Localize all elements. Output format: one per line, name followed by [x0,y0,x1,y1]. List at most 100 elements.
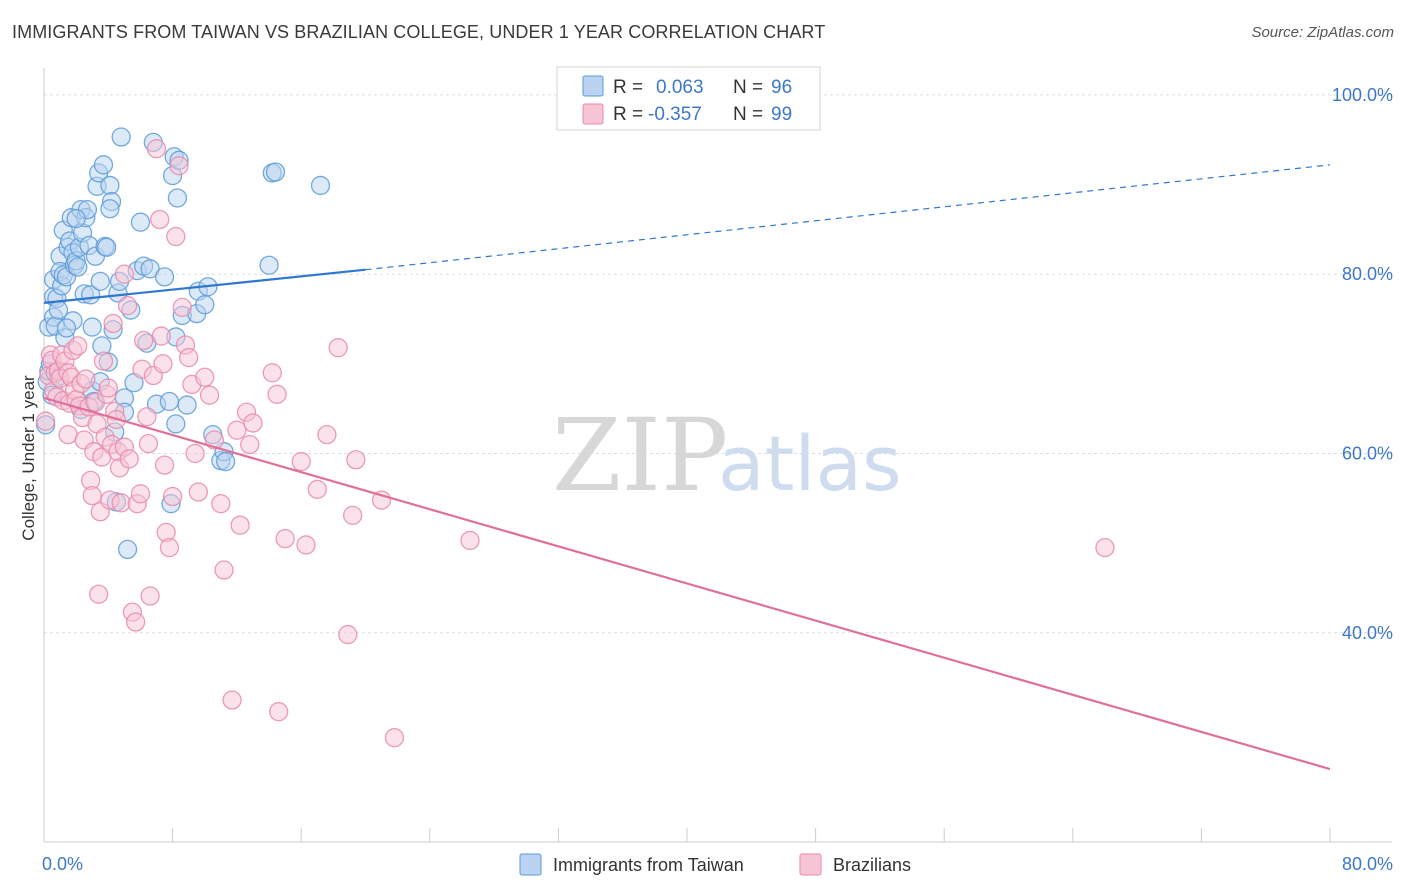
point-taiwan-85 [259,255,279,275]
point-taiwan-41 [90,271,110,292]
trend-lines [43,164,1331,771]
legend-r-label-2: R = [613,104,643,125]
point-taiwan-88 [310,175,331,196]
point-taiwan-47 [100,175,120,196]
point-taiwan-45 [97,237,117,257]
point-brazilians-80 [214,560,234,580]
y-tick-label-1: 80.0% [1342,264,1393,284]
point-brazilians-79 [211,494,231,514]
point-brazilians-67 [162,486,183,507]
trend-line-taiwan-extension [365,164,1331,271]
point-brazilians-72 [179,347,199,368]
point-brazilians-37 [98,378,118,398]
point-taiwan-66 [154,267,175,287]
point-brazilians-57 [138,433,159,454]
point-brazilians-83 [230,515,250,535]
legend-n-value-2: 99 [771,104,792,125]
point-brazilians-66 [159,537,180,558]
point-brazilians-93 [307,479,327,499]
point-taiwan-72 [166,414,186,434]
point-brazilians-60 [146,139,167,159]
watermark-atlas: atlas [718,419,902,508]
legend-n-value-1: 96 [771,77,792,98]
point-brazilians-19 [68,336,88,356]
x-tick-label-0: 0.0% [42,854,83,874]
point-brazilians-61 [150,209,170,230]
x-tick-label-1: 80.0% [1342,854,1393,874]
point-taiwan-54 [111,127,131,147]
grid-lines [44,94,1392,634]
series-legend-swatch-taiwan [519,853,542,876]
series-legend: Immigrants from Taiwan Brazilians [519,853,911,876]
source-label: Source: ZipAtlas.com [1251,24,1394,41]
legend-n-label-2: N = [733,104,763,125]
series-legend-label-brazilians: Brazilians [833,855,911,875]
point-brazilians-55 [134,330,154,351]
point-brazilians-56 [137,407,157,427]
point-brazilians-85 [240,434,260,455]
point-taiwan-89 [100,199,120,219]
legend-n-label-1: N = [733,77,763,98]
axes [43,68,1392,843]
point-taiwan-35 [82,317,102,337]
y-tick-label-3: 40.0% [1342,623,1393,643]
series-brazilians-points [35,139,1115,748]
point-taiwan-26 [68,257,88,277]
point-brazilians-63 [153,354,173,374]
point-brazilians-78 [204,430,225,450]
legend-r-value-1: 0.063 [656,77,704,98]
y-axis-label: College, Under 1 year [19,375,38,541]
point-taiwan-90 [66,208,86,229]
point-brazilians-87 [262,363,282,383]
point-brazilians-27 [82,485,102,506]
point-brazilians-69 [169,156,189,176]
point-brazilians-75 [188,482,208,502]
point-brazilians-90 [275,528,295,549]
point-brazilians-64 [154,455,175,475]
watermark: ZIP atlas [552,397,902,514]
x-tick-labels: 0.0% 80.0% [42,854,1393,874]
point-taiwan-61 [130,212,151,232]
point-brazilians-48 [117,295,138,316]
point-brazilians-94 [317,425,337,445]
point-brazilians-86 [243,413,263,433]
point-brazilians-97 [342,505,363,525]
point-brazilians-45 [111,493,131,513]
point-taiwan-43 [93,155,114,175]
point-taiwan-57 [117,539,138,560]
point-brazilians-98 [346,450,366,470]
point-brazilians-49 [119,449,139,469]
trend-line-brazilians [43,396,1331,771]
point-brazilians-68 [166,226,186,247]
point-taiwan-87 [265,162,286,182]
point-brazilians-88 [267,384,287,404]
legend-swatch-taiwan [582,75,604,97]
legend-r-label-1: R = [613,77,643,98]
series-legend-swatch-brazilians [799,853,822,876]
correlation-legend: R = 0.063 N = 96 R = -0.357 N = 99 [556,66,821,131]
series-legend-label-taiwan: Immigrants from Taiwan [553,855,744,875]
point-brazilians-0 [35,411,56,431]
point-brazilians-51 [125,612,146,632]
legend-r-value-2: -0.357 [648,104,702,125]
point-brazilians-82 [227,420,247,440]
point-brazilians-46 [114,264,135,284]
point-brazilians-91 [291,451,311,472]
point-brazilians-100 [384,728,405,748]
chart-title: IMMIGRANTS FROM TAIWAN VS BRAZILIAN COLL… [12,22,826,42]
point-taiwan-63 [140,259,160,279]
point-brazilians-40 [103,313,123,334]
point-brazilians-95 [328,338,348,358]
legend-swatch-brazilians [582,103,604,125]
y-tick-label-0: 100.0% [1332,85,1393,105]
point-taiwan-84 [215,451,236,472]
point-brazilians-76 [195,367,215,387]
y-tick-label-2: 60.0% [1342,443,1393,463]
point-taiwan-73 [167,188,188,208]
watermark-zip: ZIP [552,397,728,514]
point-brazilians-102 [1095,537,1115,558]
point-brazilians-81 [222,690,242,710]
point-brazilians-31 [89,584,109,604]
point-taiwan-91 [56,318,77,338]
point-brazilians-58 [140,586,160,606]
